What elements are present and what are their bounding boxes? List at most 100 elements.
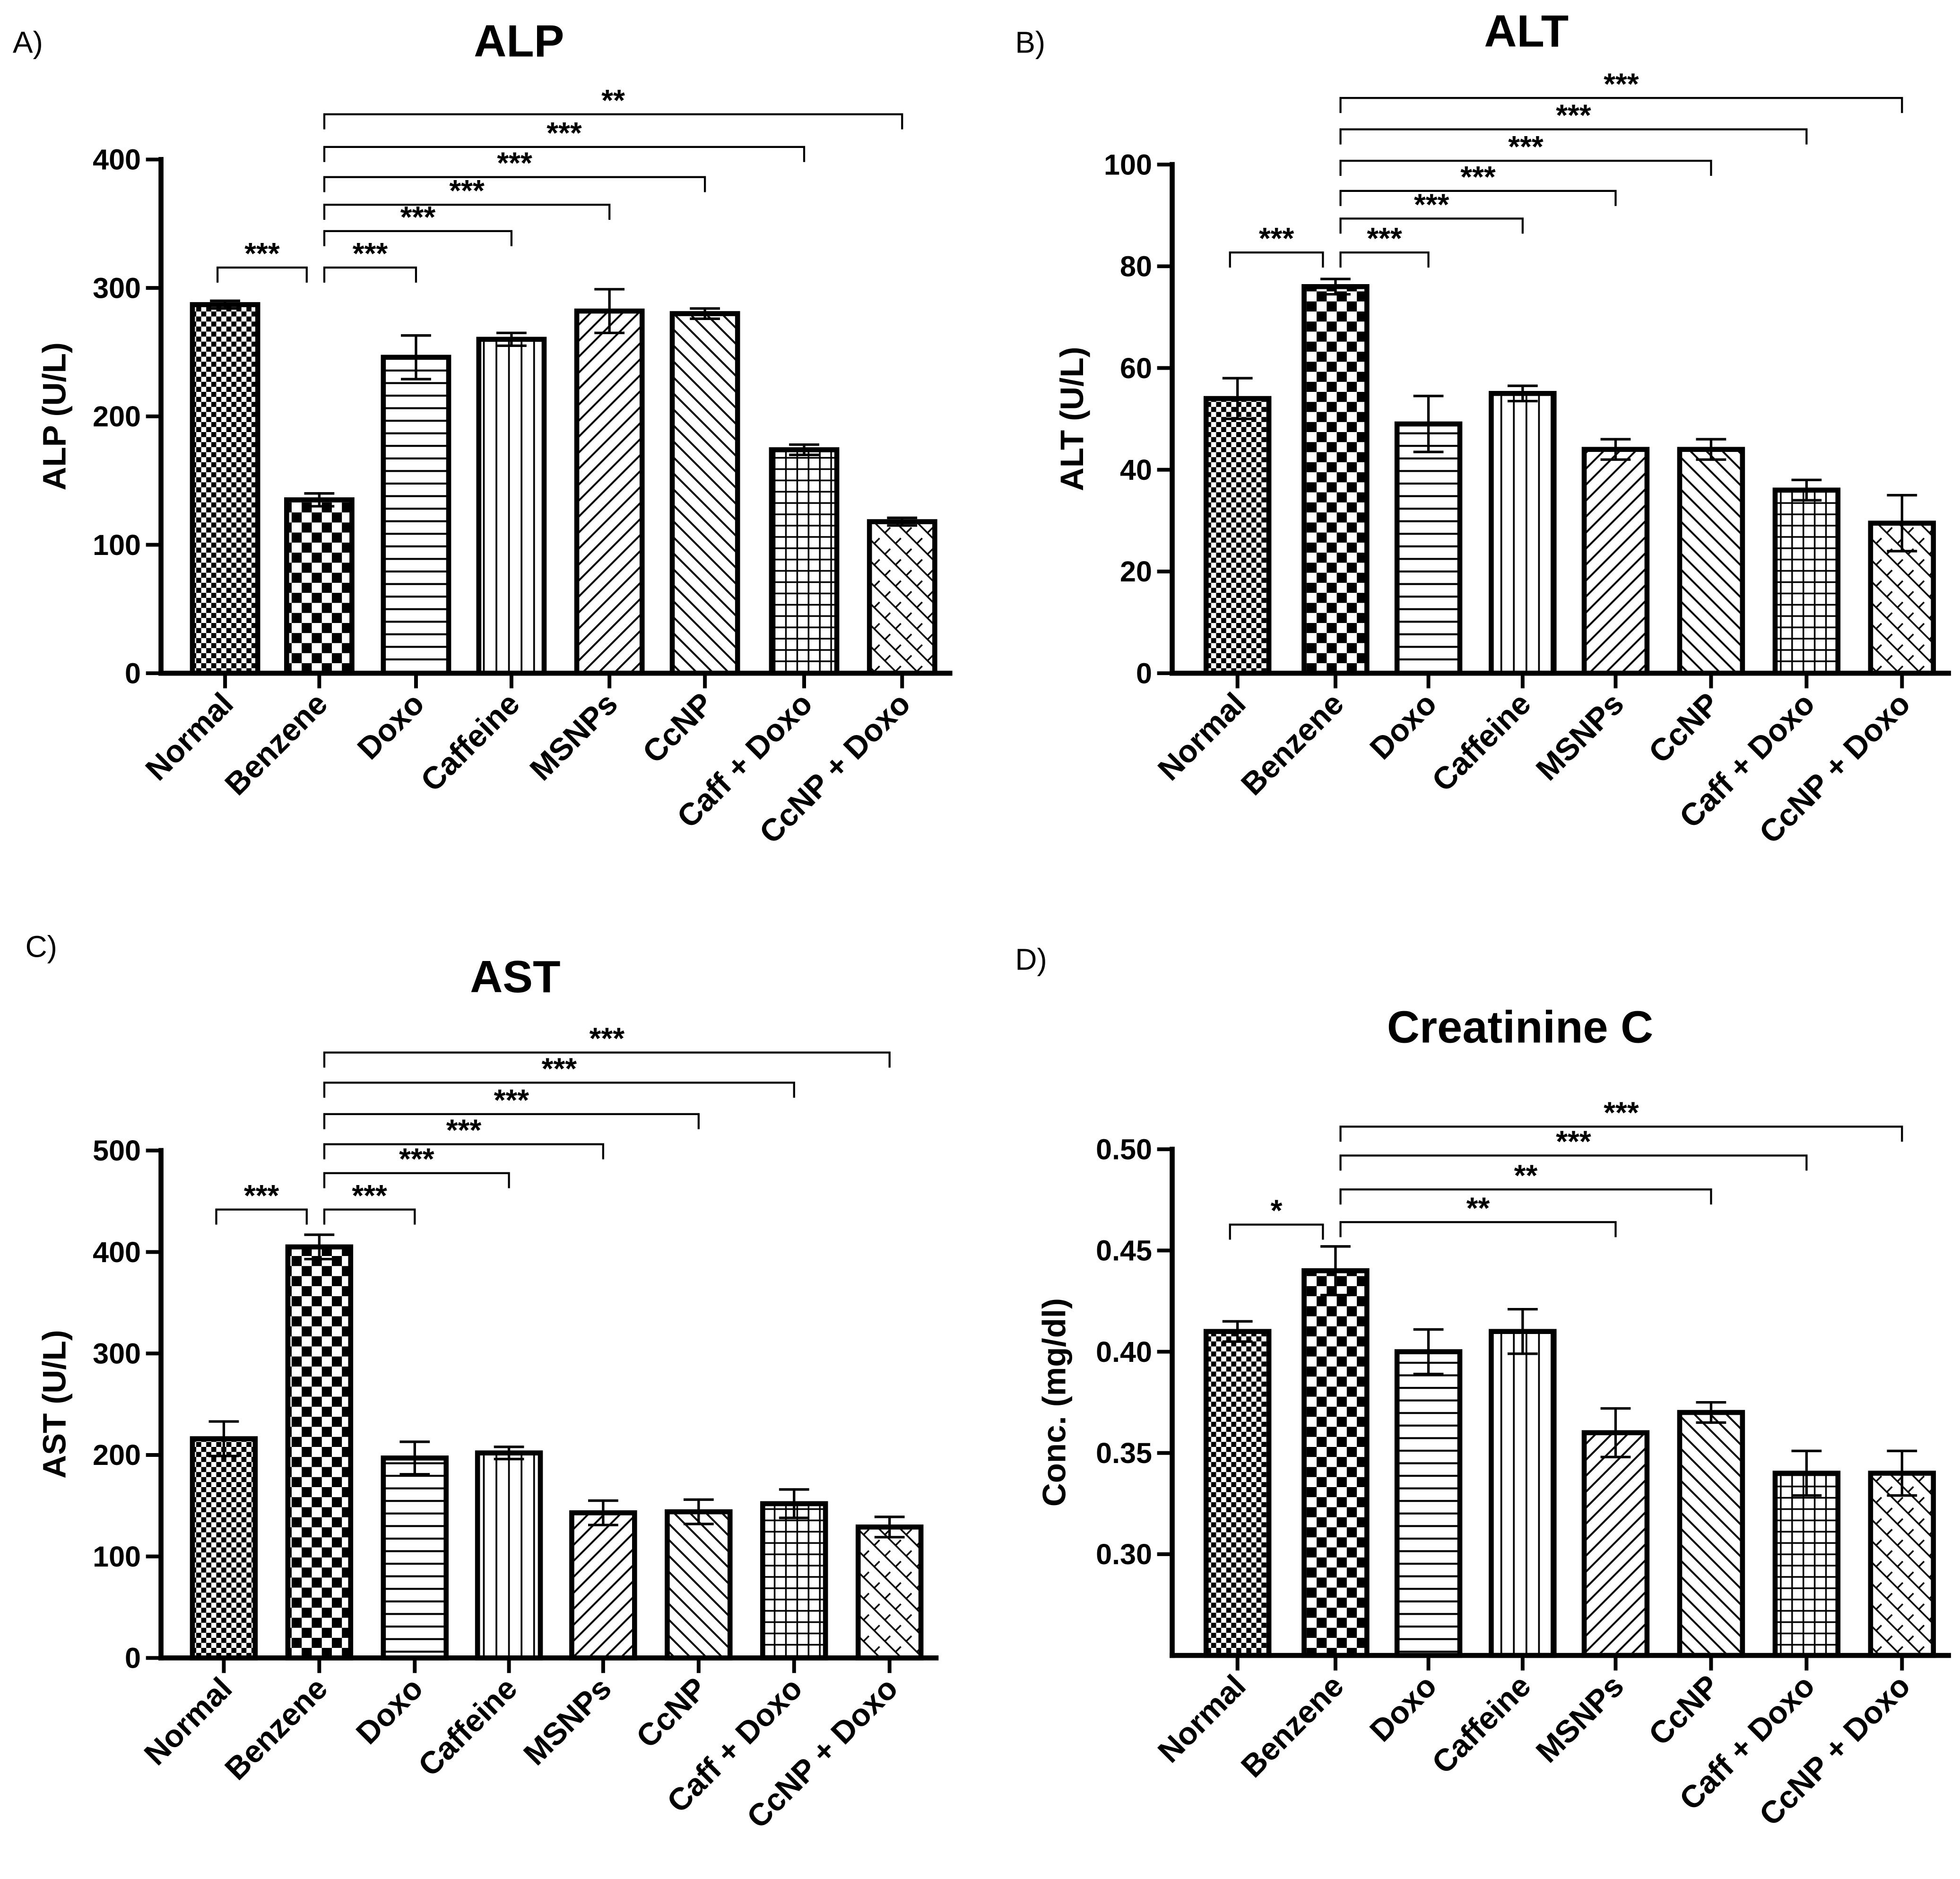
significance-bracket — [1339, 1188, 1712, 1205]
x-tick-label: CcNP — [636, 686, 720, 771]
bar — [381, 1455, 449, 1661]
y-axis-label: ALP (U/L) — [36, 342, 73, 490]
panel-label: B) — [1015, 26, 1045, 60]
significance-bracket — [1339, 1126, 1903, 1142]
y-tick-label: 100 — [1104, 148, 1152, 181]
bar — [867, 519, 937, 676]
bar — [855, 1524, 924, 1661]
significance-bracket — [323, 1172, 510, 1188]
significance-bracket — [1339, 190, 1617, 206]
x-tick-label: Benzene — [218, 1671, 334, 1787]
significance-bracket — [323, 266, 417, 283]
y-tick-label: 200 — [93, 1439, 141, 1471]
significance-bracket — [323, 203, 611, 220]
significance-bracket — [323, 1082, 795, 1098]
bar — [1772, 1471, 1841, 1658]
panel-label: C) — [26, 930, 57, 964]
y-tick-label: 0.45 — [1096, 1235, 1152, 1267]
y-axis-label: Conc. (mg/dl) — [1036, 1298, 1073, 1507]
chart-title: Creatinine C — [1387, 1002, 1653, 1052]
bar — [476, 337, 547, 676]
significance-bracket — [323, 113, 903, 130]
significance-label: *** — [1556, 1125, 1591, 1159]
significance-label: * — [1271, 1194, 1283, 1228]
y-tick-label: 400 — [93, 144, 141, 176]
significance-label: *** — [1367, 221, 1402, 255]
y-tick-label: 0.35 — [1096, 1437, 1152, 1469]
significance-label: *** — [352, 1178, 387, 1212]
significance-label: ** — [1466, 1191, 1490, 1225]
y-tick-label: 80 — [1120, 251, 1152, 283]
bar — [1677, 447, 1745, 676]
y-tick-label: 300 — [93, 1338, 141, 1370]
significance-bracket — [1339, 128, 1808, 145]
significance-bracket — [1339, 97, 1903, 113]
y-tick-label: 100 — [93, 1541, 141, 1573]
y-tick-label: 60 — [1120, 352, 1152, 384]
bar — [1301, 1268, 1370, 1658]
bar — [1301, 284, 1370, 676]
significance-label: *** — [1604, 67, 1639, 101]
bar — [1581, 1430, 1650, 1658]
y-tick-label: 20 — [1120, 555, 1152, 588]
significance-bracket — [217, 266, 308, 283]
significance-bracket — [323, 146, 806, 162]
significance-bracket — [323, 176, 706, 192]
chart-title: AST — [470, 952, 560, 1002]
significance-label: *** — [1259, 221, 1294, 255]
significance-bracket — [1229, 1223, 1324, 1240]
significance-label: *** — [244, 236, 280, 270]
bar — [1203, 1329, 1272, 1658]
bar — [285, 1244, 354, 1661]
significance-label: *** — [449, 173, 485, 208]
bar — [569, 1510, 637, 1661]
bar — [760, 1501, 828, 1661]
bar — [1394, 421, 1463, 676]
x-tick-label: Normal — [1151, 686, 1252, 788]
significance-label: *** — [1414, 187, 1449, 221]
y-tick-label: 400 — [93, 1236, 141, 1268]
significance-bracket — [1339, 159, 1712, 176]
y-tick-label: 300 — [93, 272, 141, 304]
y-tick-label: 40 — [1120, 454, 1152, 486]
x-tick-label: CcNP — [1642, 1668, 1726, 1752]
y-axis-label: ALT (U/L) — [1053, 346, 1090, 491]
x-tick-label: Caffeine — [1425, 686, 1538, 799]
panel-label: A) — [13, 26, 43, 60]
significance-label: *** — [590, 1022, 625, 1056]
significance-bracket — [323, 1143, 605, 1160]
significance-bracket — [323, 1051, 891, 1068]
significance-bracket — [1339, 217, 1524, 234]
significance-label: *** — [1460, 160, 1496, 194]
y-tick-label: 0 — [1136, 657, 1152, 689]
bar — [1489, 391, 1557, 676]
bar — [1394, 1349, 1463, 1658]
bar — [475, 1450, 543, 1661]
y-tick-label: 100 — [93, 529, 141, 561]
significance-bracket — [323, 1208, 416, 1225]
significance-label: *** — [1508, 130, 1544, 164]
bar — [381, 355, 451, 676]
significance-bracket — [1229, 251, 1324, 268]
significance-bracket — [1339, 1221, 1617, 1238]
x-tick-label: Normal — [1151, 1668, 1252, 1769]
x-tick-label: CcNP — [1642, 686, 1726, 771]
y-tick-label: 0.40 — [1096, 1336, 1152, 1368]
x-tick-label: Doxo — [351, 686, 431, 767]
bar — [1677, 1410, 1745, 1658]
y-tick-label: 0.50 — [1096, 1133, 1152, 1165]
x-tick-label: MSNPs — [1529, 686, 1630, 788]
x-tick-label: MSNPs — [1529, 1668, 1630, 1769]
significance-bracket — [1339, 1154, 1808, 1171]
x-tick-label: Benzene — [1234, 686, 1350, 802]
significance-bracket — [215, 1208, 308, 1225]
significance-label: *** — [497, 146, 532, 180]
y-axis-label: AST (U/L) — [36, 1330, 73, 1479]
x-tick-label: Doxo — [1363, 686, 1444, 767]
y-tick-label: 500 — [93, 1134, 141, 1167]
significance-label: ** — [601, 83, 625, 117]
significance-label: *** — [353, 236, 388, 270]
